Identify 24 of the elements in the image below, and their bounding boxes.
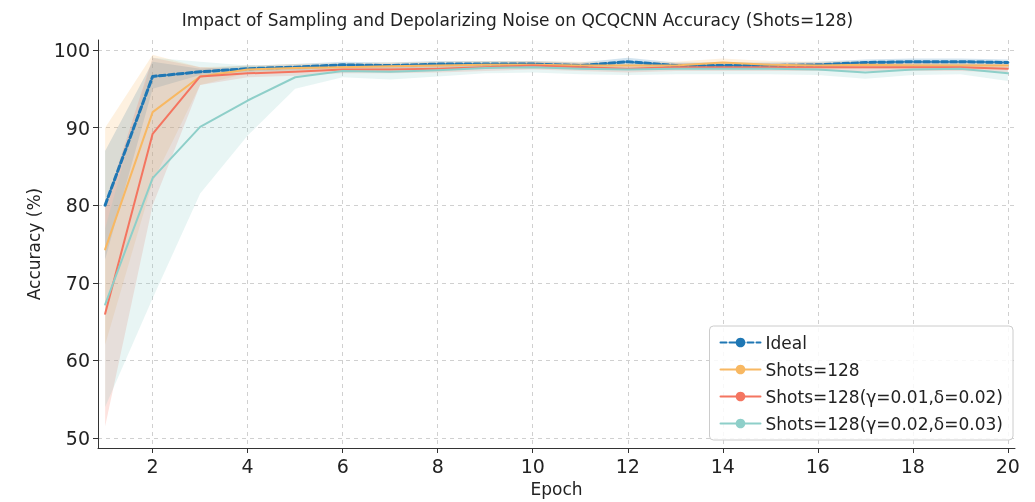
chart-title: Impact of Sampling and Depolarizing Noise on QCQCNN Accuracy (Shots=128) bbox=[181, 9, 854, 30]
line-series bbox=[103, 60, 1010, 207]
x-tick-label: 8 bbox=[431, 454, 444, 477]
legend-label: Ideal bbox=[765, 332, 807, 353]
y-axis-title: Accuracy (%) bbox=[24, 187, 45, 301]
legend-label: Shots=128 bbox=[765, 359, 860, 380]
x-tick-label: 20 bbox=[995, 454, 1020, 477]
x-tick-label: 12 bbox=[615, 454, 640, 477]
x-tick-label: 4 bbox=[241, 454, 254, 477]
x-axis-title: Epoch bbox=[530, 478, 583, 499]
x-tick-label: 16 bbox=[805, 454, 830, 477]
legend-label: Shots=128(γ=0.02,δ=0.03) bbox=[765, 413, 1004, 434]
x-tick-label: 10 bbox=[520, 454, 545, 477]
y-tick-label: 90 bbox=[65, 116, 90, 139]
y-tick-label: 80 bbox=[65, 194, 90, 217]
y-tick-label: 60 bbox=[65, 349, 90, 372]
y-tick-label: 50 bbox=[65, 426, 90, 449]
x-tick-label: 2 bbox=[146, 454, 159, 477]
legend-label: Shots=128(γ=0.01,δ=0.02) bbox=[765, 386, 1004, 407]
x-tick-label: 6 bbox=[336, 454, 349, 477]
x-tick-label: 18 bbox=[900, 454, 925, 477]
x-tick-label: 14 bbox=[710, 454, 735, 477]
y-tick-label: 100 bbox=[53, 39, 90, 62]
y-tick-label: 70 bbox=[65, 271, 90, 294]
